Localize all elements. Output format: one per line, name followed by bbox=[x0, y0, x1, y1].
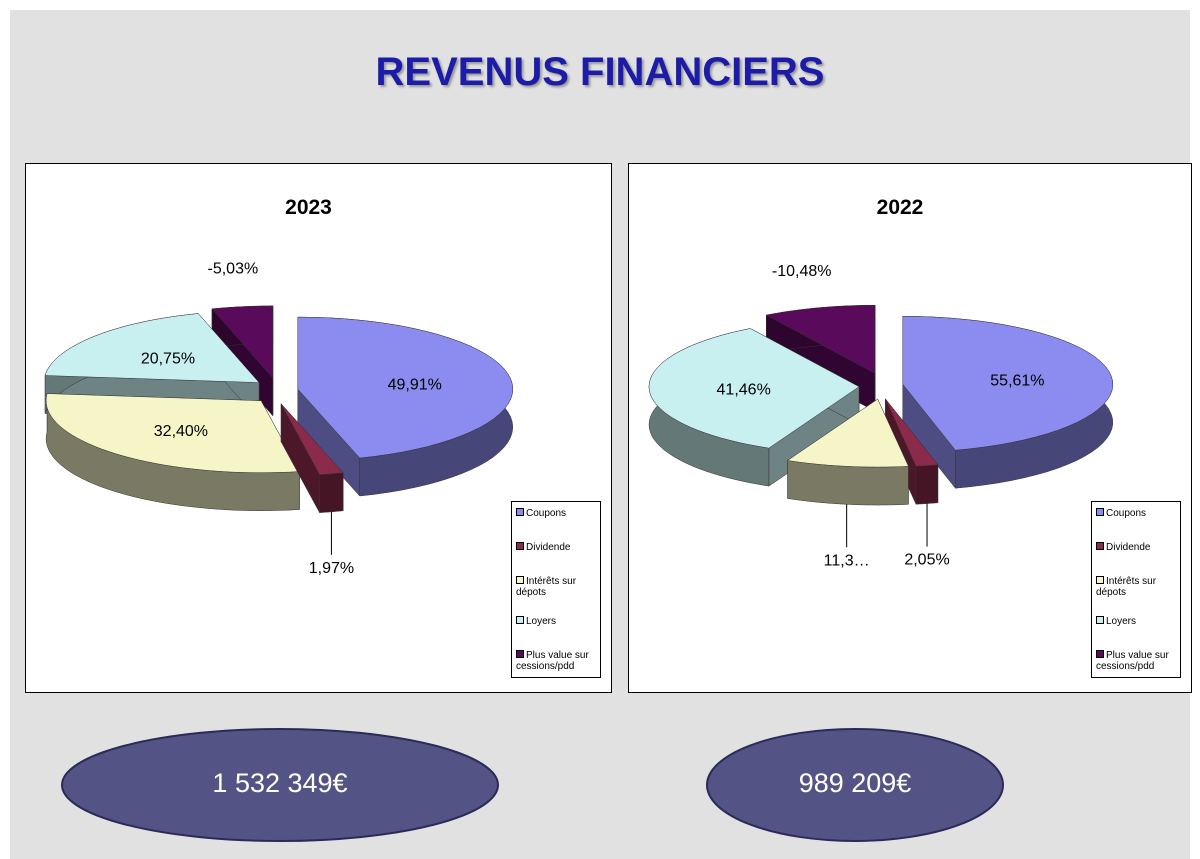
slice-top bbox=[648, 328, 860, 449]
slice-side bbox=[319, 472, 344, 513]
slice-top bbox=[45, 393, 300, 473]
legend-item: Coupons bbox=[516, 508, 598, 519]
slice-top bbox=[297, 316, 514, 459]
legend-swatch bbox=[516, 576, 524, 584]
slice-top bbox=[765, 305, 876, 374]
total-value: 1 532 349€ bbox=[212, 768, 348, 798]
legend-swatch bbox=[516, 650, 524, 658]
total-value: 989 209€ bbox=[798, 768, 912, 798]
data-label: 49,91% bbox=[388, 376, 442, 393]
data-label: -5,03% bbox=[208, 260, 259, 277]
legend-label: Coupons bbox=[1106, 508, 1147, 519]
legend-label: Dividende bbox=[526, 542, 571, 553]
legend-label: Loyers bbox=[1106, 616, 1137, 627]
pie-chart: 2023 49,91% 1,97% 32,40% 20,75% -5,03% bbox=[44, 196, 514, 577]
legend-label: Dividende bbox=[1106, 542, 1151, 553]
pie-slice bbox=[297, 316, 514, 497]
slice-top bbox=[885, 398, 939, 467]
legend-item: Dividende bbox=[1096, 542, 1178, 553]
legend-item: Loyers bbox=[516, 616, 598, 627]
legend-swatch bbox=[1096, 616, 1104, 624]
legend-swatch bbox=[516, 542, 524, 550]
slice-side bbox=[915, 464, 939, 505]
total-ellipse bbox=[706, 728, 1004, 842]
legend-item: Intérêts sur dépots bbox=[516, 576, 598, 598]
slice-top bbox=[786, 398, 909, 468]
data-label: 2,05% bbox=[904, 552, 949, 569]
total-ellipse-svg bbox=[61, 728, 499, 842]
pie-slice bbox=[45, 393, 300, 511]
data-label: -10,48% bbox=[772, 263, 832, 280]
total-badge: 989 209€ bbox=[705, 728, 1005, 848]
legend-item: Plus value sur cessions/pdd bbox=[1096, 650, 1178, 672]
data-label: 55,61% bbox=[990, 373, 1044, 390]
chart-title: 2022 bbox=[877, 196, 924, 219]
pie-slice bbox=[786, 398, 909, 506]
legend-label: Plus value sur cessions/pdd bbox=[1096, 650, 1169, 672]
legend: Coupons Dividende Intérêts sur dépots Loyer… bbox=[511, 501, 601, 678]
legend-swatch bbox=[1096, 542, 1104, 550]
legend-swatch bbox=[1096, 650, 1104, 658]
data-label: 1,97% bbox=[309, 560, 354, 577]
legend-item: Intérêts sur dépots bbox=[1096, 576, 1178, 598]
legend-label: Intérêts sur dépots bbox=[516, 576, 577, 598]
slice-side bbox=[787, 460, 909, 506]
legend-label: Plus value sur cessions/pdd bbox=[516, 650, 589, 672]
legend: Coupons Dividende Intérêts sur dépots Loyer… bbox=[1091, 501, 1181, 678]
total-ellipse bbox=[61, 728, 499, 842]
total-badge: 1 532 349€ bbox=[60, 728, 500, 848]
legend-label: Coupons bbox=[526, 508, 567, 519]
slice-top bbox=[902, 316, 1114, 451]
total-ellipse-svg bbox=[706, 728, 1004, 842]
legend-item: Dividende bbox=[516, 542, 598, 553]
data-label: 41,46% bbox=[717, 382, 771, 399]
legend-swatch bbox=[516, 616, 524, 624]
pie-slice bbox=[280, 403, 344, 513]
chart-title: 2023 bbox=[285, 196, 332, 219]
pie-chart: 2022 55,61% 2,05% 11,3… 41,46% -10,48% bbox=[648, 196, 1114, 569]
legend-swatch bbox=[1096, 508, 1104, 516]
legend-item: Coupons bbox=[1096, 508, 1178, 519]
legend-swatch bbox=[1096, 576, 1104, 584]
legend-item: Plus value sur cessions/pdd bbox=[516, 650, 598, 672]
slice-top bbox=[280, 403, 344, 475]
slide-title: REVENUS FINANCIERS bbox=[375, 50, 825, 94]
legend-label: Loyers bbox=[526, 616, 557, 627]
legend-swatch bbox=[516, 508, 524, 516]
data-label: 11,3… bbox=[824, 552, 870, 569]
chart-box: 2022 55,61% 2,05% 11,3… 41,46% -10,48% Coupons… bbox=[628, 163, 1192, 693]
data-label: 32,40% bbox=[154, 423, 208, 440]
chart-box: 2023 49,91% 1,97% 32,40% 20,75% -5,03% Coupons… bbox=[25, 163, 612, 693]
legend-item: Loyers bbox=[1096, 616, 1178, 627]
slice-top bbox=[44, 313, 260, 383]
data-label: 20,75% bbox=[141, 350, 195, 367]
legend-label: Intérêts sur dépots bbox=[1096, 576, 1157, 598]
slide: REVENUS FINANCIERS 2023 49,91% 1,97% 32,40%… bbox=[10, 10, 1192, 859]
slice-top bbox=[211, 305, 274, 379]
pie-slice bbox=[902, 316, 1114, 489]
